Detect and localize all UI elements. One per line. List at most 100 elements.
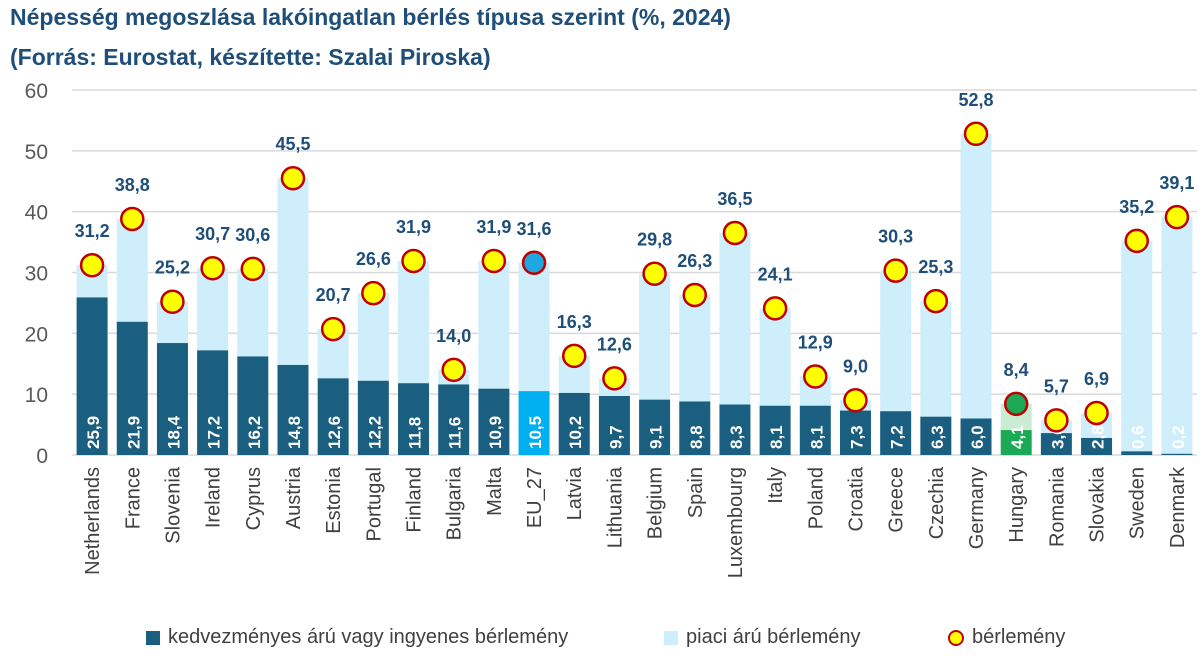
bar-market <box>1161 217 1193 454</box>
rental-label: 12,6 <box>597 334 632 354</box>
x-tick-label: Portugal <box>363 467 385 542</box>
bar-subsidized <box>719 404 751 455</box>
chart-subtitle: (Forrás: Eurostat, készítette: Szalai Pi… <box>10 44 491 70</box>
x-tick-label: Czechia <box>926 466 948 539</box>
bar-subsidized <box>398 383 430 455</box>
x-tick-label: Austria <box>283 466 305 529</box>
y-tick-label: 60 <box>25 80 48 103</box>
y-tick-label: 40 <box>25 202 48 225</box>
rental-label: 25,2 <box>155 258 190 278</box>
rental-label: 30,6 <box>235 225 270 245</box>
rental-marker <box>79 252 105 278</box>
rental-label: 36,5 <box>717 189 752 209</box>
rental-marker <box>240 256 266 282</box>
rental-label: 5,7 <box>1044 376 1069 396</box>
bar-market <box>357 293 389 381</box>
rental-marker <box>361 280 386 306</box>
bar-subsidized-label: 14,8 <box>285 416 304 449</box>
bar-subsidized-label: 0,6 <box>1129 425 1148 449</box>
bar-market <box>880 270 912 412</box>
bar-subsidized <box>438 384 470 455</box>
bar-subsidized <box>639 399 671 455</box>
chart-title: Népesség megoszlása lakóingatlan bérlés … <box>10 4 731 30</box>
rental-marker <box>883 258 908 283</box>
bar-market <box>719 232 751 405</box>
rental-marker <box>561 343 587 369</box>
bar-market <box>116 218 148 322</box>
bar-subsidized-label: 9,1 <box>647 425 666 449</box>
rental-label: 31,6 <box>517 219 552 239</box>
bar-subsidized <box>558 392 590 455</box>
bar-subsidized <box>76 297 108 455</box>
bar-market <box>679 295 711 402</box>
rental-label: 39,1 <box>1159 173 1194 193</box>
y-tick-label: 0 <box>36 445 48 468</box>
rental-marker <box>521 250 547 276</box>
x-tick-label: Slovenia <box>162 466 184 544</box>
bar-market <box>759 308 791 406</box>
bar-market <box>960 133 992 419</box>
bar-market <box>277 178 309 365</box>
x-tick-label: Bulgaria <box>444 466 466 540</box>
bar-subsidized-label: 12,6 <box>325 416 344 449</box>
x-tick-label: Netherlands <box>82 467 104 575</box>
bar-subsidized <box>1000 430 1032 455</box>
bar-subsidized-label: 6,3 <box>928 425 947 449</box>
rental-marker <box>642 261 667 286</box>
bar-subsidized-label: 6,0 <box>968 425 987 449</box>
bar-subsidized-label: 7,2 <box>888 425 907 449</box>
rental-label: 45,5 <box>275 134 310 154</box>
x-tick-label: Spain <box>685 467 707 518</box>
rental-label: 26,3 <box>677 251 712 271</box>
bar-subsidized <box>679 401 711 455</box>
x-tick-label: Slovakia <box>1087 466 1109 542</box>
x-tick-label: Estonia <box>323 466 345 534</box>
x-tick-label: France <box>122 467 144 529</box>
rental-marker <box>963 121 989 147</box>
x-tick-label: Luxembourg <box>725 467 747 578</box>
bar-market <box>237 268 269 357</box>
rental-label: 25,3 <box>918 257 953 277</box>
bar-subsidized <box>156 343 188 455</box>
bar-subsidized-label: 12,2 <box>365 416 384 449</box>
rental-marker <box>1003 391 1029 417</box>
legend-label: bérlemény <box>972 626 1066 648</box>
legend-marker <box>948 629 964 646</box>
rental-marker <box>602 366 627 391</box>
rental-marker <box>481 248 507 274</box>
bar-subsidized <box>518 391 550 455</box>
rental-label: 31,9 <box>396 217 431 237</box>
bar-subsidized-label: 11,8 <box>406 417 425 449</box>
bar-market <box>197 268 229 351</box>
bar-subsidized <box>277 364 309 455</box>
bar-subsidized <box>960 418 992 455</box>
x-tick-label: Croatia <box>845 466 867 531</box>
rental-marker <box>320 316 346 342</box>
rental-label: 24,1 <box>758 264 793 284</box>
legend-swatch <box>664 630 678 645</box>
rental-marker <box>803 364 828 389</box>
bar-subsidized <box>357 380 389 455</box>
bar-subsidized-label: 4,1 <box>1008 425 1027 449</box>
rental-marker <box>280 165 306 191</box>
bar-subsidized <box>920 416 952 455</box>
bar-subsidized-label: 18,4 <box>164 415 183 449</box>
rental-marker <box>120 206 145 232</box>
bar-market <box>1121 240 1153 452</box>
bar-subsidized-label: 7,3 <box>847 425 866 449</box>
rental-marker <box>1044 408 1069 433</box>
rental-label: 38,8 <box>115 175 150 195</box>
rental-label: 26,6 <box>356 249 391 269</box>
rental-marker <box>1164 204 1190 230</box>
bar-subsidized <box>1040 433 1072 455</box>
x-tick-label: Lithuania <box>604 466 626 548</box>
bar-subsidized-label: 0,2 <box>1169 425 1188 449</box>
bar-subsidized <box>839 410 871 455</box>
bar-subsidized <box>759 405 791 455</box>
bar-subsidized-label: 11,6 <box>446 417 465 449</box>
rental-label: 31,9 <box>476 217 511 237</box>
x-tick-label: Latvia <box>564 466 586 520</box>
bar-subsidized-label: 10,9 <box>486 416 505 449</box>
